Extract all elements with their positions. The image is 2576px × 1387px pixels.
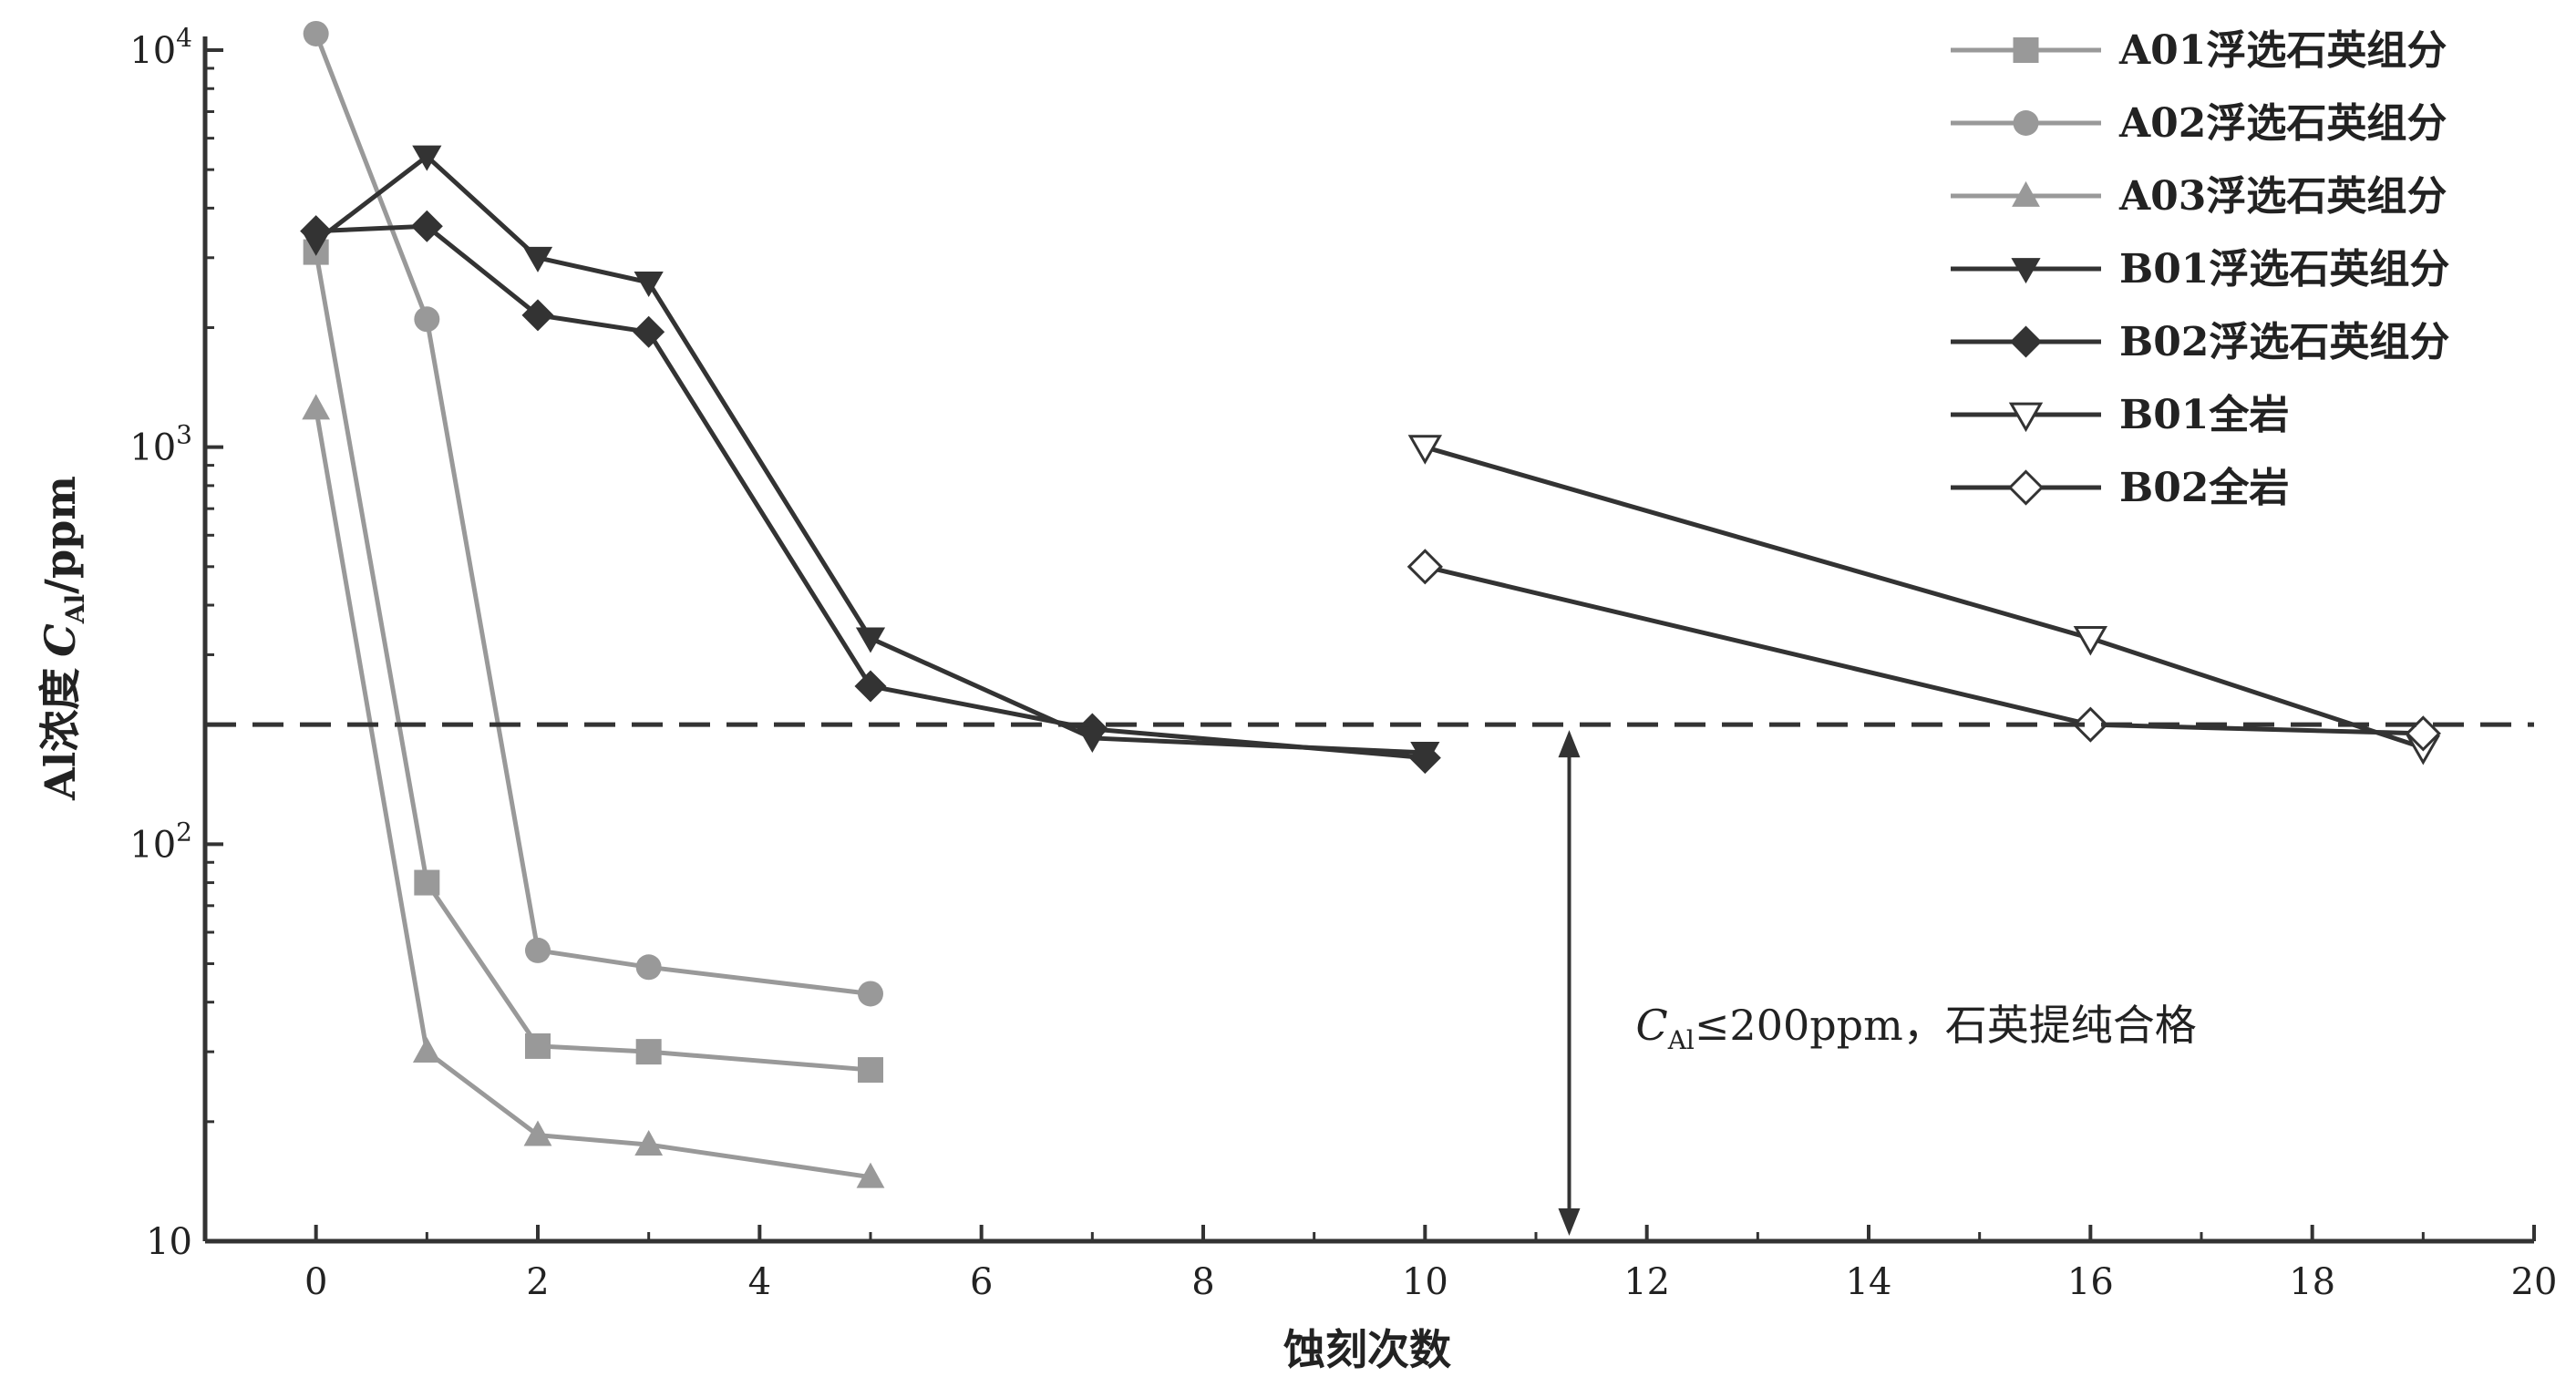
axes	[202, 36, 2534, 1244]
x-axis-title: 蚀刻次数	[1283, 1325, 1451, 1374]
legend-item-2: A02浮选石英组分	[1951, 100, 2447, 147]
data-point	[2072, 706, 2108, 743]
annotation: CAl≤200ppm，石英提纯合格	[1558, 730, 2197, 1236]
data-point	[633, 315, 665, 348]
data-point	[858, 981, 883, 1007]
y-axis-title-var: C	[36, 623, 85, 657]
data-point	[303, 20, 329, 46]
annotation-text: CAl≤200ppm，石英提纯合格	[1636, 1001, 2197, 1055]
series-layer	[300, 20, 2441, 1188]
x-tick-label: 0	[304, 1261, 327, 1303]
x-tick-label: 12	[1623, 1261, 1670, 1303]
series-line	[314, 252, 871, 1073]
data-point	[414, 306, 440, 333]
y-axis-title-main: Al浓度	[36, 668, 85, 801]
data-point	[523, 1120, 552, 1146]
series-3	[302, 394, 885, 1188]
data-point	[412, 1037, 441, 1063]
data-point	[855, 627, 886, 653]
data-point	[856, 1162, 885, 1188]
data-point	[522, 246, 553, 272]
legend-item-1: A01浮选石英组分	[1951, 27, 2447, 74]
y-tick-label: 10	[146, 1221, 192, 1263]
series-2	[303, 20, 883, 1007]
legend-item-6: B01全岩	[1951, 392, 2289, 438]
data-point	[2073, 626, 2108, 656]
x-tick-label: 4	[748, 1261, 771, 1303]
legend-marker	[2013, 37, 2039, 63]
legend-label: B01浮选石英组分	[2119, 246, 2449, 293]
legend-label: B02全岩	[2119, 465, 2289, 511]
x-tick-label: 18	[2289, 1261, 2335, 1303]
data-point	[858, 1057, 883, 1084]
x-ticks: 0 2 4 6 8 10 12 14 16 18 20	[203, 1225, 2558, 1303]
data-point	[525, 937, 551, 963]
legend-item-7: B02全岩	[1951, 465, 2289, 511]
legend-marker	[2008, 402, 2044, 433]
y-tick-label: 104	[129, 23, 192, 72]
data-point	[635, 954, 662, 981]
legend-marker	[2013, 110, 2039, 136]
legend-marker	[2010, 325, 2042, 358]
series-5	[300, 210, 1441, 775]
annotation-var: C	[1636, 1001, 1668, 1050]
data-point	[634, 271, 664, 297]
legend-item-5: B02浮选石英组分	[1951, 319, 2449, 365]
legend-item-4: B01浮选石英组分	[1951, 246, 2449, 293]
legend-label: A03浮选石英组分	[2118, 173, 2447, 220]
y-axis-title-unit: /ppm	[36, 476, 85, 594]
legend-label: A02浮选石英组分	[2118, 100, 2447, 147]
legend-item-3: A03浮选石英组分	[1951, 173, 2447, 220]
x-tick-label: 6	[970, 1261, 993, 1303]
data-point	[1407, 435, 1443, 465]
data-point	[521, 299, 554, 332]
x-tick-label: 14	[1846, 1261, 1892, 1303]
data-point	[635, 1039, 662, 1065]
x-tick-label: 16	[2067, 1261, 2114, 1303]
annotation-sub: Al	[1667, 1025, 1695, 1055]
data-point	[300, 215, 333, 248]
data-point	[525, 1033, 551, 1059]
data-point	[634, 1130, 664, 1156]
y-axis-title-sub: Al	[60, 594, 90, 624]
series-1	[303, 239, 883, 1084]
legend-marker	[2007, 469, 2045, 506]
data-point	[410, 210, 443, 242]
legend-marker	[2012, 180, 2040, 207]
annotation-arrow-head-up	[1558, 730, 1581, 758]
y-axis-title: Al浓度 CAl/ppm	[36, 476, 90, 801]
y-tick-label: 102	[129, 817, 192, 866]
x-tick-label: 8	[1191, 1261, 1214, 1303]
annotation-arrow-head-down	[1558, 1208, 1581, 1236]
legend-label: B01全岩	[2119, 392, 2289, 438]
data-point	[1076, 713, 1108, 745]
x-tick-label: 20	[2511, 1261, 2558, 1303]
legend-label: B02浮选石英组分	[2119, 319, 2449, 365]
legend-label: A01浮选石英组分	[2118, 27, 2447, 74]
annotation-main: ≤200ppm，石英提纯合格	[1695, 1001, 2197, 1050]
data-point	[302, 394, 331, 420]
data-point	[412, 145, 442, 171]
series-line	[314, 154, 1426, 755]
legend: A01浮选石英组分 A02浮选石英组分 A03浮选石英组分 B01浮选石英组分 B02浮…	[1951, 27, 2449, 511]
x-tick-label: 2	[526, 1261, 549, 1303]
y-ticks: 10 102 103 104	[129, 23, 223, 1263]
series-7	[1406, 549, 2441, 752]
data-point	[1406, 549, 1443, 585]
x-tick-label: 10	[1402, 1261, 1448, 1303]
y-tick-label: 103	[129, 420, 192, 469]
data-point	[414, 869, 440, 896]
legend-marker	[2011, 258, 2041, 284]
data-point	[1408, 742, 1441, 775]
data-point	[854, 670, 887, 703]
